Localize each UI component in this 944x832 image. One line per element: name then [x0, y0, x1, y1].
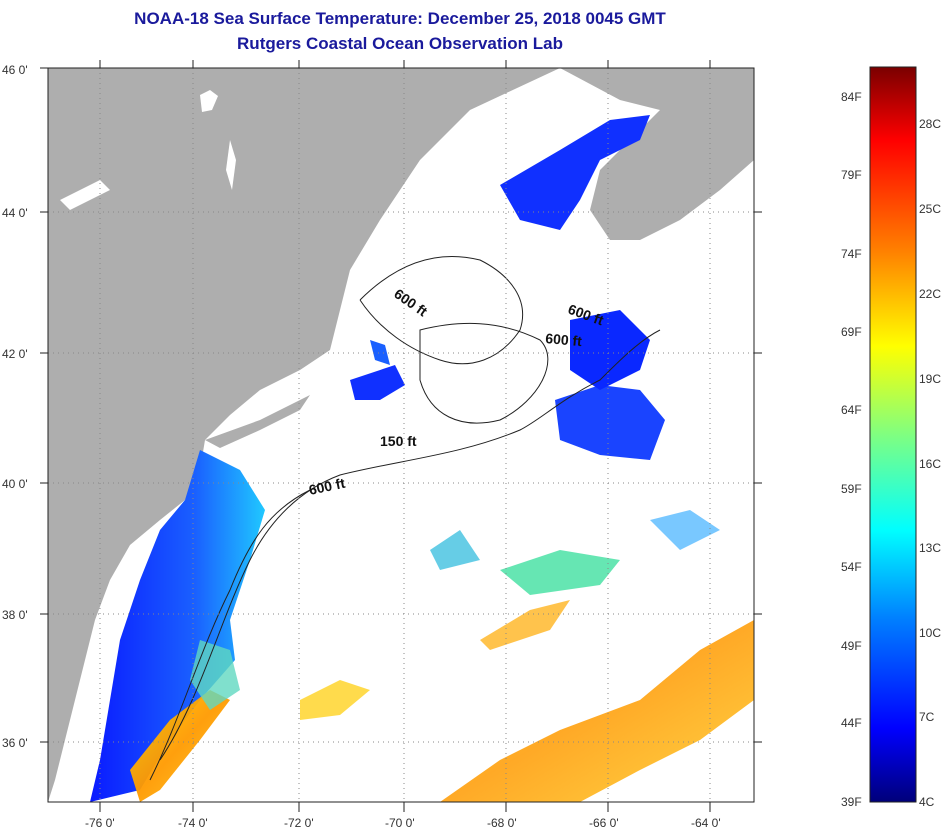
- cb-f-label: 84F: [841, 90, 862, 104]
- cb-c-label: 22C: [919, 287, 941, 301]
- sst-cool-patch-3: [190, 640, 240, 710]
- sst-cool-patch-4: [650, 510, 720, 550]
- lat-tick-label: 40 0': [2, 477, 28, 491]
- colorbar-celsius-labels: 28C 25C 22C 19C 16C 13C 10C 7C 4C: [919, 117, 941, 809]
- lon-tick-label: -66 0': [589, 816, 619, 830]
- latitude-axis: 46 0' 44 0' 42 0' 40 0' 38 0' 36 0': [2, 63, 762, 750]
- sst-shelf-coastal: [90, 450, 265, 802]
- sst-warm-2: [440, 620, 754, 802]
- cb-c-label: 16C: [919, 457, 941, 471]
- lon-tick-label: -64 0': [691, 816, 721, 830]
- cb-f-label: 74F: [841, 247, 862, 261]
- cb-c-label: 19C: [919, 372, 941, 386]
- lon-tick-label: -72 0': [284, 816, 314, 830]
- map-frame: [47, 67, 755, 803]
- colorbar-fahrenheit-labels: 84F 79F 74F 69F 64F 59F 54F 49F 44F 39F: [841, 90, 862, 809]
- sst-cool-patch-1: [500, 550, 620, 595]
- sst-warm-4: [480, 600, 570, 650]
- cb-c-label: 13C: [919, 541, 941, 555]
- sst-cool-patch-2: [430, 530, 480, 570]
- sst-cape-cod-bay: [350, 365, 405, 400]
- chart-subtitle: Rutgers Coastal Ocean Observation Lab: [237, 34, 563, 53]
- lon-tick-label: -68 0': [487, 816, 517, 830]
- contour-georges: [419, 322, 549, 424]
- lake: [226, 140, 236, 190]
- contour-label: 150 ft: [380, 433, 417, 449]
- cb-c-label: 4C: [919, 795, 935, 809]
- contour-gulf-of-maine: [359, 255, 524, 365]
- longitude-axis: -76 0' -74 0' -72 0' -70 0' -68 0' -66 0…: [85, 60, 721, 830]
- cb-c-label: 10C: [919, 626, 941, 640]
- lake: [200, 90, 218, 112]
- contour-600ft-shelf: [159, 329, 661, 761]
- sst-warm-3: [300, 680, 370, 720]
- lat-tick-label: 46 0': [2, 63, 28, 77]
- land-us: [48, 68, 560, 802]
- colorbar: [869, 66, 917, 803]
- lat-tick-label: 36 0': [2, 736, 28, 750]
- cb-f-label: 69F: [841, 325, 862, 339]
- sst-bay-of-fundy: [500, 115, 650, 230]
- sst-georges-bank: [555, 385, 665, 460]
- lat-tick-label: 38 0': [2, 608, 28, 622]
- land-long-island: [205, 395, 310, 448]
- sst-gulf-of-maine-east: [570, 310, 650, 390]
- lon-tick-label: -74 0': [178, 816, 208, 830]
- cb-f-label: 54F: [841, 560, 862, 574]
- contour-150ft: [149, 489, 311, 781]
- cb-c-label: 25C: [919, 202, 941, 216]
- cb-f-label: 79F: [841, 168, 862, 182]
- cb-c-label: 28C: [919, 117, 941, 131]
- cb-f-label: 59F: [841, 482, 862, 496]
- lat-tick-label: 42 0': [2, 347, 28, 361]
- chart-title: NOAA-18 Sea Surface Temperature: Decembe…: [134, 9, 666, 28]
- land-nova-scotia: [560, 68, 754, 240]
- lat-tick-label: 44 0': [2, 206, 28, 220]
- cb-f-label: 39F: [841, 795, 862, 809]
- cb-c-label: 7C: [919, 710, 935, 724]
- contour-label: 600 ft: [307, 475, 346, 498]
- lon-tick-label: -76 0': [85, 816, 115, 830]
- cb-f-label: 64F: [841, 403, 862, 417]
- lon-tick-label: -70 0': [385, 816, 415, 830]
- lake: [60, 180, 110, 210]
- contour-label: 600 ft: [545, 330, 583, 349]
- sst-mid-shelf: [370, 340, 390, 365]
- cb-f-label: 44F: [841, 716, 862, 730]
- sst-warm-1: [130, 690, 230, 802]
- cb-f-label: 49F: [841, 639, 862, 653]
